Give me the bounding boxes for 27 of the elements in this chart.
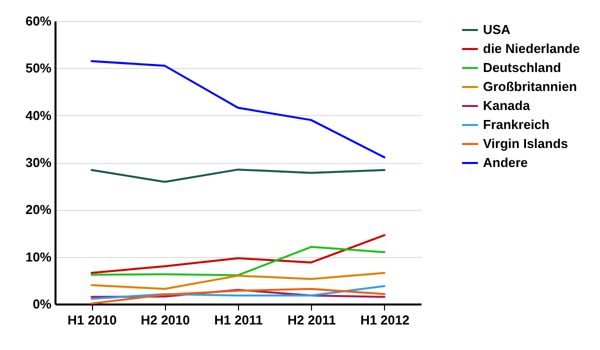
y-tick-label: 60% [25, 14, 52, 28]
y-tick-label: 30% [25, 155, 52, 170]
x-tick-label: H1 2012 [360, 312, 410, 328]
x-tick-label: H1 2010 [68, 312, 117, 328]
x-tick-label: H1 2011 [214, 312, 263, 328]
line-series [90, 288, 386, 305]
x-tick-label: H2 2011 [287, 312, 336, 328]
line-series [90, 246, 386, 276]
y-tick-label: 50% [25, 60, 52, 76]
legend-label: Großbritannien [483, 79, 577, 94]
legend-label: Virgin Islands [483, 136, 568, 151]
line-series [90, 285, 386, 300]
line-series [90, 168, 386, 183]
x-tick-label: H2 2010 [140, 312, 190, 328]
line-series [90, 272, 386, 290]
legend-label: Kanada [483, 98, 531, 113]
y-tick-label: 20% [25, 202, 52, 218]
y-tick-label: 40% [25, 108, 52, 123]
line-series [90, 234, 386, 274]
legend-label: die Niederlande [483, 41, 580, 56]
legend-label: Deutschland [483, 60, 562, 75]
legend-label: Andere [483, 155, 528, 170]
line-series [90, 60, 386, 158]
legend-label: USA [483, 22, 512, 37]
legend-label: Frankreich [483, 117, 550, 132]
y-tick-label: 10% [25, 249, 52, 264]
y-tick-label: 0% [32, 296, 52, 312]
